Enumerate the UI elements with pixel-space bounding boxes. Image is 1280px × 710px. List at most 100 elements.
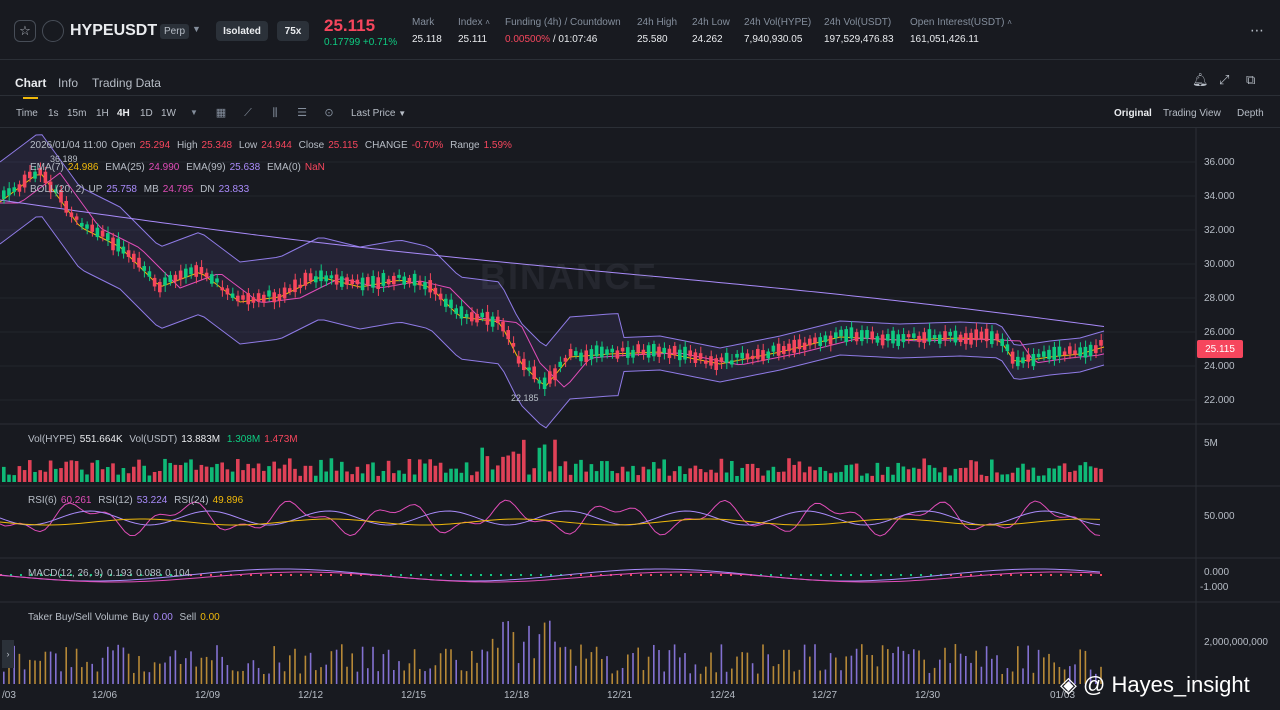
tab-trading-data[interactable]: Trading Data bbox=[92, 76, 161, 90]
taker-bar bbox=[382, 654, 385, 684]
candle-body bbox=[574, 351, 578, 356]
taker-bar bbox=[138, 656, 140, 684]
symbol-avatar bbox=[42, 20, 64, 42]
volume-bar bbox=[641, 466, 646, 482]
favorite-star-icon[interactable]: ☆ bbox=[14, 20, 36, 42]
volume-bar bbox=[163, 458, 167, 482]
tab-chart[interactable]: Chart bbox=[15, 76, 47, 99]
volume-bar bbox=[345, 471, 349, 482]
date-axis-label: 12/30 bbox=[915, 690, 941, 701]
candle-body bbox=[834, 332, 838, 339]
info-caret-icon[interactable]: ˄ bbox=[485, 18, 490, 27]
candle-body bbox=[1094, 345, 1098, 354]
interval-4h[interactable]: 4H bbox=[117, 108, 130, 119]
taker-bar bbox=[736, 656, 738, 684]
candle-body bbox=[631, 349, 635, 358]
taker-bar bbox=[1001, 673, 1003, 684]
candle-body bbox=[771, 345, 776, 352]
candle-body bbox=[220, 287, 224, 291]
volume-bar bbox=[594, 471, 599, 482]
popout-icon[interactable]: ⧉ bbox=[1246, 72, 1256, 87]
volume-bar bbox=[225, 469, 230, 482]
volume-bar bbox=[106, 467, 110, 482]
taker-bar bbox=[179, 663, 182, 684]
candle-body bbox=[636, 344, 640, 353]
taker-bar bbox=[278, 662, 281, 684]
calendar-icon[interactable]: ▦ bbox=[215, 107, 227, 119]
volume-bar bbox=[2, 466, 6, 482]
interval-time[interactable]: Time bbox=[16, 108, 38, 119]
price-type-select[interactable]: Last Price ▼ bbox=[351, 108, 407, 119]
taker-bar bbox=[185, 658, 187, 684]
volume-bar bbox=[797, 461, 802, 482]
macd-histogram-bar bbox=[280, 574, 282, 576]
macd-histogram-bar bbox=[930, 574, 932, 576]
indicator-icon[interactable]: ⟋ bbox=[244, 107, 252, 119]
margin-mode-button[interactable]: Isolated bbox=[216, 21, 268, 41]
tab-info[interactable]: Info bbox=[58, 76, 79, 90]
macd-histogram-bar bbox=[910, 574, 912, 576]
volume-bar bbox=[813, 470, 817, 482]
candle-body bbox=[433, 287, 438, 295]
taker-bar bbox=[55, 653, 57, 684]
candle-body bbox=[672, 345, 677, 356]
volume-bar bbox=[189, 459, 193, 482]
interval-1h[interactable]: 1H bbox=[96, 108, 109, 119]
interval-1d[interactable]: 1D bbox=[140, 108, 153, 119]
candle-body bbox=[1083, 346, 1088, 358]
chart-type-icon[interactable]: ⫼ bbox=[272, 107, 278, 119]
macd-histogram-bar bbox=[850, 574, 852, 576]
candle-body bbox=[1073, 350, 1077, 355]
taker-bar bbox=[871, 655, 873, 684]
vol-axis-label: 5M bbox=[1204, 438, 1218, 449]
taker-bar bbox=[299, 673, 301, 684]
volume-bar bbox=[355, 466, 360, 482]
view-depth[interactable]: Depth bbox=[1237, 108, 1264, 119]
taker-bar bbox=[710, 652, 712, 684]
date-axis-label: 12/24 bbox=[710, 690, 736, 701]
taker-bar bbox=[1089, 669, 1092, 684]
taker-bar bbox=[460, 670, 463, 684]
taker-bar bbox=[294, 648, 296, 684]
more-icon[interactable]: ⋯ bbox=[1250, 22, 1264, 38]
candle-body bbox=[402, 276, 406, 285]
view-original[interactable]: Original bbox=[1114, 108, 1152, 119]
candle-body bbox=[776, 343, 781, 356]
taker-bar bbox=[902, 650, 905, 684]
leverage-button[interactable]: 75x bbox=[277, 21, 309, 41]
symbol-dropdown-icon[interactable]: ▼ bbox=[192, 24, 201, 34]
volume-bar bbox=[1031, 467, 1036, 482]
candle-body bbox=[366, 277, 370, 285]
symbol-name[interactable]: HYPEUSDT bbox=[70, 22, 158, 39]
bollinger-lower-line bbox=[0, 216, 1105, 429]
candle-body bbox=[823, 335, 828, 343]
bell-icon[interactable]: 🔔︎ bbox=[1192, 72, 1209, 87]
view-trading-view[interactable]: Trading View bbox=[1163, 108, 1221, 119]
current-price-tag: 25.115 bbox=[1197, 340, 1243, 358]
interval-1s[interactable]: 1s bbox=[48, 108, 59, 119]
candle-body bbox=[74, 216, 79, 220]
taker-bar bbox=[226, 665, 229, 684]
taker-bar bbox=[419, 668, 421, 684]
interval-15m[interactable]: 15m bbox=[67, 108, 87, 119]
volume-bar bbox=[329, 458, 334, 482]
crosshair-icon[interactable]: ⊙ bbox=[324, 107, 334, 119]
candle-body bbox=[917, 335, 921, 342]
interval-dropdown-icon[interactable]: ▼ bbox=[190, 108, 198, 117]
macd-histogram-bar bbox=[290, 574, 292, 576]
candle-body bbox=[194, 265, 198, 277]
taker-bar bbox=[783, 649, 785, 684]
candle-body bbox=[745, 353, 750, 360]
taker-bar bbox=[684, 653, 686, 684]
candle-body bbox=[137, 257, 141, 268]
expand-icon[interactable]: ⤢ bbox=[1219, 72, 1230, 87]
side-panel-toggle[interactable]: › bbox=[2, 640, 14, 668]
taker-bar bbox=[117, 644, 119, 684]
settings-icon[interactable]: ☰ bbox=[297, 107, 307, 119]
info-caret-icon[interactable]: ˄ bbox=[1007, 18, 1012, 27]
macd-histogram-bar bbox=[740, 574, 742, 576]
macd-histogram-bar bbox=[640, 574, 642, 576]
macd-legend: MACD(12, 26, 9) 0.193 0.088 0.104 bbox=[28, 568, 191, 579]
interval-1w[interactable]: 1W bbox=[161, 108, 176, 119]
